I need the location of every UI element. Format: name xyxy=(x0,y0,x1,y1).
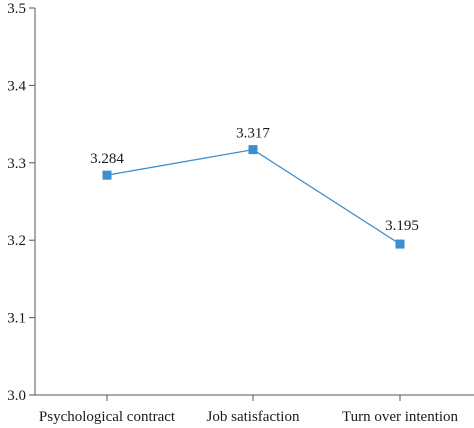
data-labels: 3.284 3.317 3.195 xyxy=(90,126,419,234)
x-tick-label: Psychological contract xyxy=(39,409,176,425)
x-axis-ticks: Psychological contract Job satisfaction Tu… xyxy=(39,395,459,425)
data-value-label: 3.284 xyxy=(90,151,124,167)
x-tick-label: Job satisfaction xyxy=(207,409,300,425)
y-tick-label: 3.4 xyxy=(7,78,26,94)
y-tick-label: 3.3 xyxy=(7,156,26,172)
series-layer xyxy=(102,145,405,249)
data-point-marker xyxy=(102,170,112,180)
data-value-label: 3.195 xyxy=(385,218,419,234)
y-tick-label: 3.5 xyxy=(7,1,26,17)
data-point-marker xyxy=(248,145,258,155)
y-axis-ticks: 3.0 3.1 3.2 3.3 3.4 3.5 xyxy=(7,1,35,404)
series-line xyxy=(106,148,401,245)
y-tick-label: 3.0 xyxy=(7,388,26,404)
x-tick-label: Turn over intention xyxy=(342,409,459,425)
data-point-marker xyxy=(395,239,405,249)
y-tick-label: 3.2 xyxy=(7,233,26,249)
y-tick-label: 3.1 xyxy=(7,311,26,327)
data-value-label: 3.317 xyxy=(236,126,270,142)
